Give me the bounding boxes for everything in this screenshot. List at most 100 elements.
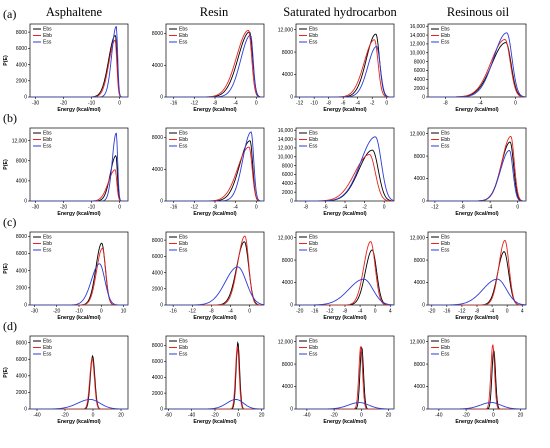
- x-tick-label: 0: [100, 309, 103, 315]
- legend-label-ess: Ess: [441, 352, 450, 358]
- series-line-ebs: [428, 42, 526, 97]
- row-label-a: (a): [3, 7, 16, 21]
- panel-c2: -16 -12 -8 -4 0 0 2000 4000 6000 8000 Energy (kcal…: [152, 231, 265, 321]
- panel-d4: -40 -20 0 20 0 4000 8000 12,000 Energy (kcal/mol…: [410, 335, 527, 425]
- y-tick-label: 6000: [16, 357, 27, 363]
- y-tick-label: 6000: [282, 172, 293, 178]
- x-axis-label: Energy (kcal/mol): [323, 315, 367, 321]
- x-tick-label: 0: [385, 101, 388, 107]
- x-tick-label: -20: [462, 413, 469, 419]
- y-tick-label: 12,000: [278, 235, 294, 241]
- y-tick-label: 14,000: [410, 33, 426, 39]
- legend-label-ebb: Ebb: [441, 345, 450, 351]
- panel-a1: -30 -20 -10 0 0 2000 4000 6000 8000 Energy (kcal/…: [3, 23, 129, 113]
- x-axis-label: Energy (kcal/mol): [57, 211, 101, 217]
- x-tick-label: -16: [170, 309, 177, 315]
- panel-d2: -60 -40 -20 0 20 0 2000 4000 6000 8000 Energy (kca…: [152, 335, 265, 425]
- column-title-saturated-hydrocarbon: Saturated hydrocarbon: [283, 5, 397, 19]
- legend-label-ebs: Ebs: [309, 131, 318, 137]
- series-line-ebb: [30, 169, 128, 201]
- series-line-ebb: [296, 39, 394, 97]
- legend-label-ess: Ess: [43, 40, 52, 46]
- y-tick-label: 14,000: [278, 137, 294, 143]
- series-line-ebb: [30, 39, 128, 97]
- x-tick-label: -12: [326, 309, 333, 315]
- x-axis-label: Energy (kcal/mol): [455, 315, 499, 321]
- legend-label-ess: Ess: [179, 40, 188, 46]
- legend-label-ebs: Ebs: [309, 339, 318, 345]
- series-line-ebs: [30, 34, 128, 97]
- y-tick-label: 0: [160, 407, 163, 413]
- panel-c4: -20 -16 -12 -8 -4 0 4 0 4000 8000 12,000 Energy (kc…: [410, 231, 527, 321]
- series-line-ebs: [30, 354, 128, 409]
- y-tick-label: 4000: [16, 268, 27, 274]
- y-tick-label: 4000: [414, 176, 425, 182]
- series-line-ebs: [30, 154, 128, 201]
- y-tick-label: 8000: [414, 154, 425, 160]
- x-tick-label: 0: [118, 101, 121, 107]
- series-line-ess: [30, 26, 128, 97]
- y-tick-label: 8000: [152, 238, 163, 244]
- y-tick-label: 4000: [16, 179, 27, 185]
- x-tick-label: -20: [60, 205, 67, 211]
- x-tick-label: -12: [189, 309, 196, 315]
- column-title-asphaltene: Asphaltene: [46, 5, 103, 19]
- legend-label-ebb: Ebb: [179, 137, 188, 143]
- series-line-ess: [30, 132, 128, 201]
- series-line-ess: [30, 399, 128, 409]
- y-tick-label: 0: [24, 95, 27, 101]
- x-tick-label: -20: [53, 309, 60, 315]
- x-tick-label: -2: [370, 101, 375, 107]
- y-tick-label: 0: [290, 303, 293, 309]
- legend-label-ebb: Ebb: [43, 33, 52, 39]
- y-tick-label: 4000: [414, 384, 425, 390]
- y-tick-label: 6000: [152, 254, 163, 260]
- legend-label-ess: Ess: [43, 144, 52, 150]
- legend-label-ebb: Ebb: [43, 345, 52, 351]
- panel-b1: -30 -20 -10 0 0 4000 8000 12,000 Energy (kcal/mo…: [3, 127, 129, 217]
- panel-a2: -16 -12 -8 -4 0 0 4000 8000 Energy (kcal/mol) Ebs…: [152, 23, 265, 113]
- x-axis-label: Energy (kcal/mol): [193, 107, 237, 113]
- y-tick-label: 0: [290, 407, 293, 413]
- y-tick-label: 2000: [152, 286, 163, 292]
- x-tick-label: -20: [296, 309, 303, 315]
- series-line-ebs: [296, 149, 394, 201]
- x-tick-label: -4: [343, 205, 348, 211]
- x-axis-label: Energy (kcal/mol): [193, 419, 237, 425]
- series-line-ess: [296, 46, 394, 97]
- x-tick-label: 10: [121, 309, 127, 315]
- x-tick-label: 20: [118, 413, 124, 419]
- y-tick-label: 0: [24, 407, 27, 413]
- legend-label-ebb: Ebb: [179, 345, 188, 351]
- x-tick-label: -16: [443, 309, 450, 315]
- panel-b2: -16 -12 -8 -4 0 0 4000 8000 Energy (kcal/mol) Ebs…: [152, 127, 265, 217]
- x-tick-label: -16: [170, 101, 177, 107]
- y-tick-label: 8000: [152, 135, 163, 141]
- x-tick-label: -8: [213, 205, 218, 211]
- x-axis-label: Energy (kcal/mol): [455, 107, 499, 113]
- panel-d1: -40 -20 0 20 0 2000 4000 6000 8000 Energy (kcal/m…: [3, 335, 129, 425]
- series-line-ess: [296, 278, 394, 305]
- series-line-ebb: [166, 146, 264, 201]
- legend-label-ebb: Ebb: [43, 241, 52, 247]
- legend-label-ebb: Ebb: [179, 33, 188, 39]
- row-label-b: (b): [3, 111, 17, 125]
- y-axis-label: P(E): [3, 55, 9, 66]
- x-tick-label: -60: [165, 413, 172, 419]
- legend-label-ess: Ess: [43, 248, 52, 254]
- series-line-ess: [166, 266, 264, 305]
- x-tick-label: -8: [304, 205, 309, 211]
- y-tick-label: 0: [24, 303, 27, 309]
- series-line-ess: [428, 402, 526, 409]
- x-tick-label: 20: [259, 413, 265, 419]
- y-tick-label: 12,000: [278, 146, 294, 152]
- legend-label-ebb: Ebb: [441, 33, 450, 39]
- x-tick-label: 0: [374, 309, 377, 315]
- panel-a4: -8 -4 0 0 2000 4000 6000 8000 10,000 12,000 14,000…: [410, 23, 527, 113]
- legend-label-ebs: Ebs: [441, 27, 450, 33]
- y-tick-label: 0: [160, 303, 163, 309]
- x-axis-label: Energy (kcal/mol): [193, 315, 237, 321]
- series-line-ebb: [428, 240, 526, 305]
- panel-c3: -20 -16 -12 -8 -4 0 4 0 4000 8000 12,000 Energy (kc…: [278, 231, 395, 321]
